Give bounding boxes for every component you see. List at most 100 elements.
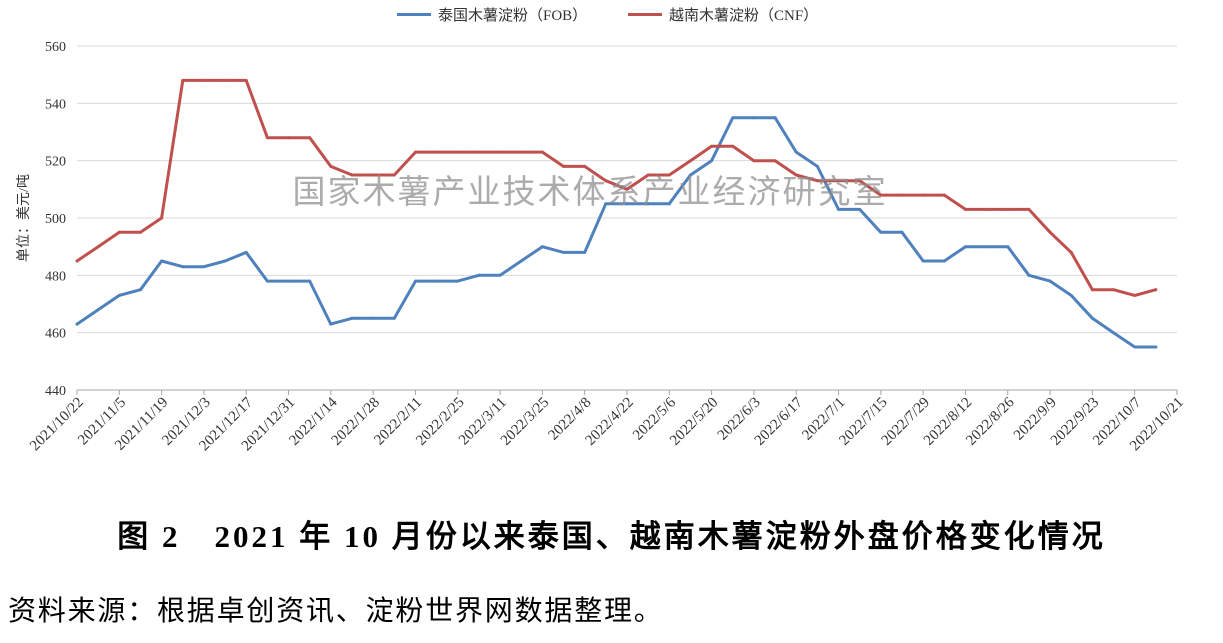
source-note: 资料来源：根据卓创资讯、淀粉世界网数据整理。 <box>8 596 664 627</box>
series-1-point <box>985 245 989 249</box>
series-1-point <box>1069 293 1073 297</box>
line-chart: 440 460 480 500 520 540 560 2021/10/222021/11/… <box>16 40 1187 454</box>
series-2-point <box>414 150 417 154</box>
series-2-point <box>583 164 587 168</box>
series-1-point <box>244 250 248 254</box>
series-1-point <box>308 279 312 283</box>
legend-label-vietnam-cnf: 越南木薯淀粉（CNF） <box>669 7 819 24</box>
legend-swatch-vietnam-cnf <box>628 12 662 16</box>
series-1-point <box>731 116 735 120</box>
series-1-point <box>1154 345 1158 349</box>
series-2-point <box>202 78 206 82</box>
series-2-point <box>1112 288 1115 292</box>
y-tick-label: 540 <box>45 97 66 112</box>
series-1-point <box>1112 331 1115 335</box>
y-tick-labels: 440 460 480 500 520 540 560 <box>45 40 66 399</box>
series-2-point <box>985 207 989 211</box>
series-2-point <box>75 259 79 263</box>
series-1-point <box>435 279 439 283</box>
series-2-point <box>900 193 904 197</box>
y-tick-label: 500 <box>45 212 66 227</box>
series-2-point <box>1090 288 1094 292</box>
series-2-point <box>435 150 439 154</box>
series-2-point <box>921 193 925 197</box>
series-1-point <box>604 202 608 206</box>
series-2-point <box>1048 230 1052 234</box>
series-2-point <box>815 179 819 183</box>
series-1-point <box>477 273 481 277</box>
series-1-point <box>1006 245 1010 249</box>
series-1-point <box>350 316 354 320</box>
series-1-point <box>646 202 650 206</box>
series-1-point <box>964 245 967 249</box>
series-1-point <box>689 173 692 177</box>
series-1-point <box>498 273 502 277</box>
series-2-point <box>540 150 544 154</box>
series-2-point <box>160 216 164 220</box>
series-2-point <box>710 144 714 148</box>
series-1-point <box>392 316 396 320</box>
series-2-point <box>667 173 671 177</box>
y-tick-label: 520 <box>45 155 66 170</box>
series-2-point <box>689 159 692 163</box>
x-tick-labels: 2021/10/222021/11/52021/11/192021/12/320… <box>27 394 1187 454</box>
series-1-point <box>1027 273 1031 277</box>
series-2-point <box>139 230 142 234</box>
series-1-point <box>75 322 79 326</box>
series-2-point <box>244 78 248 82</box>
series-1-point <box>160 259 164 263</box>
series-2-point <box>752 159 756 163</box>
y-tick-label: 460 <box>45 327 66 342</box>
series-2-point <box>942 193 946 197</box>
watermark-text: 国家木薯产业技术体系产业经济研究室 <box>293 173 888 210</box>
series-1-point <box>371 316 375 320</box>
series-1-point <box>921 259 925 263</box>
series-2-point <box>1154 288 1158 292</box>
series-2-point <box>519 150 523 154</box>
series-1-point <box>710 159 714 163</box>
legend-label-thailand-fob: 泰国木薯淀粉（FOB） <box>438 7 588 24</box>
series-2-point <box>117 230 121 234</box>
series-1-point <box>329 322 333 326</box>
series-2-point <box>794 173 798 177</box>
series-1-point <box>1090 316 1094 320</box>
series-2-point <box>265 136 269 140</box>
series-1-point <box>583 250 587 254</box>
series-1-point <box>879 230 883 234</box>
series-1-point <box>837 207 840 211</box>
x-tick-label: 2021/10/22 <box>27 395 87 455</box>
series-2-point <box>646 173 650 177</box>
series-2-point <box>392 173 396 177</box>
legend-swatch-thailand-fob <box>397 12 431 16</box>
series-1-point <box>667 202 671 206</box>
series-1-point <box>1048 279 1052 283</box>
series-1-line <box>75 116 1158 349</box>
gridlines <box>77 45 1177 334</box>
series-2-point <box>837 179 840 183</box>
legend-item-vietnam-cnf: 越南木薯淀粉（CNF） <box>628 4 818 24</box>
series-2-point <box>477 150 481 154</box>
y-tick-label: 480 <box>45 269 66 284</box>
series-1-point <box>139 288 142 292</box>
series-1-point <box>752 116 756 120</box>
series-2-point <box>223 78 227 82</box>
series-1-point <box>625 202 629 206</box>
legend-item-thailand-fob: 泰国木薯淀粉（FOB） <box>397 4 587 24</box>
series-1-point <box>942 259 946 263</box>
series-2-point <box>879 193 883 197</box>
series-2-point <box>562 164 565 168</box>
series-2-point <box>350 173 354 177</box>
series-2-point <box>1027 207 1031 211</box>
series-2-point <box>1133 293 1137 297</box>
series-1-point <box>900 230 904 234</box>
series-1-point <box>96 308 100 312</box>
series-2-point <box>964 207 967 211</box>
x-axis <box>76 389 1178 395</box>
series-1-point <box>1133 345 1137 349</box>
series-2-point <box>96 245 100 249</box>
series-2-point <box>181 78 185 82</box>
series-2-point <box>604 179 608 183</box>
series-2-point <box>1069 250 1073 254</box>
series-2-point <box>371 173 375 177</box>
series-1-point <box>858 207 862 211</box>
